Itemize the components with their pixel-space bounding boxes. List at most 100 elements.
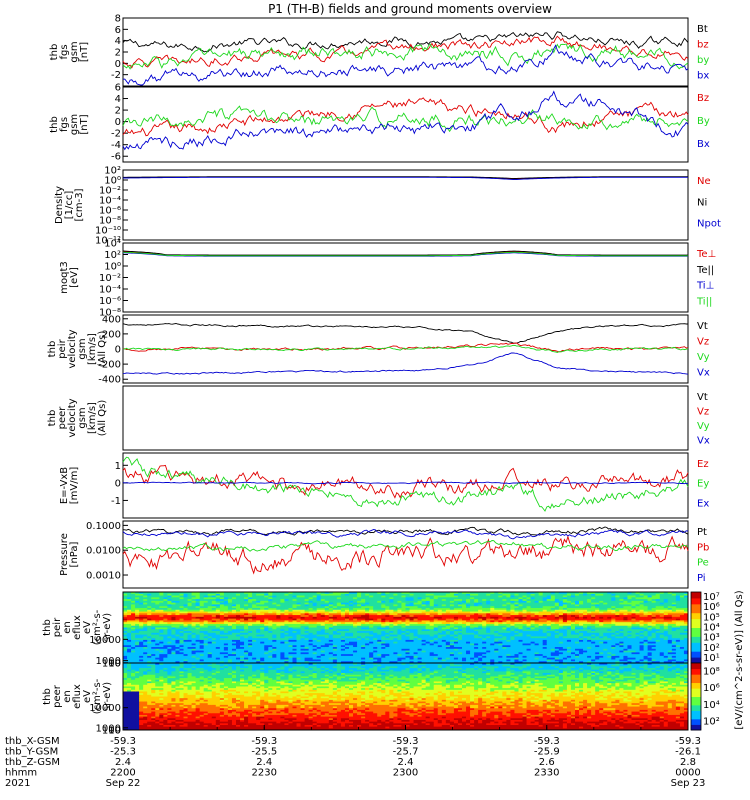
heatmap-cell	[155, 593, 160, 596]
heatmap-cell	[421, 639, 427, 643]
heatmap-cell	[421, 593, 427, 596]
heatmap-cell	[595, 629, 600, 632]
heatmap-cell	[167, 595, 172, 598]
heatmap-cell	[441, 613, 447, 616]
heatmap-cell	[494, 611, 499, 614]
heatmap-cell	[304, 647, 310, 650]
heatmap-cell	[510, 616, 515, 620]
heatmap-cell	[538, 652, 544, 655]
heatmap-cell	[570, 639, 576, 643]
heatmap-cell	[409, 638, 414, 641]
heatmap-cell	[167, 629, 172, 632]
heatmap-cell	[510, 625, 515, 628]
heatmap-cell	[530, 597, 536, 600]
heatmap-cell	[526, 599, 532, 602]
heatmap-cell	[462, 607, 467, 611]
y-axis-label: [cm-3]	[74, 188, 85, 221]
heatmap-cell	[603, 625, 608, 628]
heatmap-cell	[147, 600, 152, 604]
heatmap-cell	[260, 631, 265, 634]
heatmap-cell	[353, 659, 358, 662]
heatmap-cell	[494, 657, 499, 660]
heatmap-cell	[369, 616, 374, 620]
heatmap-cell	[353, 618, 358, 621]
heatmap-cell	[139, 606, 144, 609]
heatmap-cell	[353, 592, 358, 595]
heatmap-cell	[300, 615, 306, 618]
heatmap-cell	[276, 625, 281, 628]
heatmap-cell	[207, 654, 213, 657]
heatmap-cell	[215, 655, 221, 659]
heatmap-cell	[421, 647, 427, 650]
heatmap-cell	[518, 641, 523, 644]
heatmap-cell	[272, 639, 277, 643]
heatmap-cell	[599, 659, 604, 662]
heatmap-cell	[300, 657, 306, 660]
heatmap-cell	[381, 650, 386, 653]
heatmap-cell	[159, 613, 164, 616]
heatmap-cell	[433, 618, 439, 621]
heatmap-cell	[369, 657, 374, 660]
heatmap-cell	[498, 632, 503, 635]
heatmap-cell	[579, 638, 584, 641]
heatmap-cell	[482, 622, 487, 625]
heatmap-cell	[336, 659, 342, 662]
heatmap-cell	[369, 643, 374, 646]
heatmap-cell	[143, 622, 148, 625]
heatmap-cell	[292, 600, 297, 604]
heatmap-cell	[502, 592, 507, 595]
heatmap-cell	[405, 655, 410, 659]
heatmap-cell	[324, 659, 330, 662]
heatmap-cell	[506, 652, 511, 655]
heatmap-cell	[175, 648, 180, 651]
heatmap-cell	[599, 593, 604, 596]
heatmap-cell	[252, 650, 257, 653]
heatmap-cell	[542, 599, 548, 602]
heatmap-cell	[207, 652, 213, 655]
heatmap-cell	[227, 618, 233, 621]
heatmap-cell	[195, 606, 201, 609]
heatmap-cell	[187, 613, 193, 616]
heatmap-cell	[377, 593, 382, 596]
heatmap-cell	[280, 638, 285, 641]
heatmap-cell	[268, 632, 273, 635]
y-tick-label: -400	[98, 375, 121, 386]
legend-vx: Vx	[697, 436, 710, 447]
heatmap-cell	[231, 602, 237, 605]
heatmap-cell	[587, 604, 592, 607]
heatmap-cell	[449, 600, 455, 604]
heatmap-cell	[179, 620, 184, 623]
heatmap-cell	[231, 636, 237, 639]
heatmap-cell	[369, 638, 374, 641]
heatmap-cell	[554, 639, 560, 643]
heatmap-cell	[244, 620, 249, 623]
heatmap-cell	[373, 627, 378, 630]
heatmap-cell	[486, 627, 491, 630]
heatmap-cell	[579, 631, 584, 634]
heatmap-cell	[304, 634, 310, 637]
heatmap-cell	[401, 638, 406, 641]
heatmap-cell	[449, 631, 455, 634]
heatmap-cell	[526, 661, 532, 664]
heatmap-cell	[377, 634, 382, 637]
heatmap-cell	[199, 629, 205, 632]
heatmap-cell	[332, 616, 338, 620]
heatmap-cell	[195, 659, 201, 662]
heatmap-cell	[449, 634, 455, 637]
heatmap-cell	[308, 650, 314, 653]
heatmap-cell	[449, 615, 455, 618]
heatmap-cell	[570, 657, 576, 660]
heatmap-cell	[304, 618, 310, 621]
heatmap-cell	[587, 659, 592, 662]
heatmap-cell	[466, 636, 471, 639]
heatmap-cell	[219, 606, 225, 609]
heatmap-cell	[163, 593, 168, 596]
heatmap-cell	[566, 652, 572, 655]
heatmap-cell	[304, 654, 310, 657]
heatmap-cell	[316, 616, 322, 620]
heatmap-cell	[147, 607, 152, 611]
heatmap-cell	[405, 634, 410, 637]
heatmap-cell	[457, 641, 463, 644]
heatmap-cell	[546, 616, 552, 620]
heatmap-cell	[498, 615, 503, 618]
